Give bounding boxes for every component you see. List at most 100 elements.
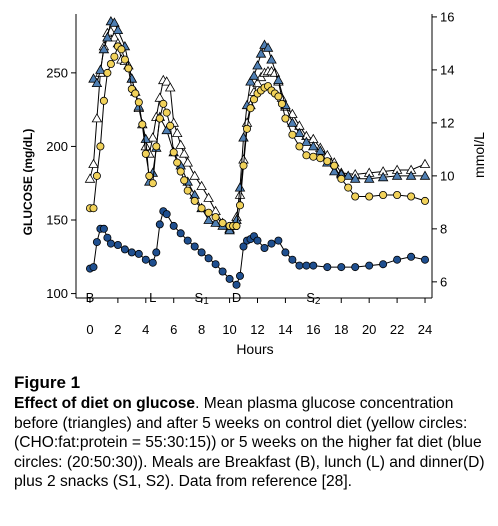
figure-label: Figure 1 (14, 373, 81, 392)
x-tick-label: 12 (250, 322, 264, 337)
meal-marker: L (149, 290, 156, 305)
x-tick-label: 20 (362, 322, 376, 337)
data-point-circle (197, 204, 206, 213)
data-point-triangle (273, 74, 284, 85)
y2-tick-label: 16 (440, 9, 454, 24)
data-point-circle (211, 213, 220, 222)
x-tick-label: 22 (390, 322, 404, 337)
data-point-triangle (178, 148, 190, 158)
data-point-circle (96, 142, 105, 151)
x-tick-label: 16 (306, 322, 320, 337)
data-point-circle (103, 233, 112, 242)
data-point-circle (225, 274, 234, 283)
data-point-circle (242, 124, 251, 133)
data-point-circle (183, 186, 192, 195)
data-point-circle (152, 142, 161, 151)
y2-axis-label: mmol/L (471, 132, 487, 178)
data-point-circle (239, 242, 248, 251)
data-point-circle (218, 218, 227, 227)
meal-marker: S1 (195, 290, 210, 307)
data-point-triangle (161, 124, 172, 135)
data-point-circle (155, 220, 164, 229)
data-point-circle (309, 261, 318, 270)
data-point-triangle (301, 136, 312, 146)
data-point-triangle (196, 180, 207, 191)
y2-tick-label: 10 (440, 168, 454, 183)
data-point-circle (249, 95, 258, 104)
data-point-triangle (91, 113, 103, 123)
data-point-circle (393, 255, 402, 264)
data-point-circle (288, 255, 297, 264)
data-point-triangle (245, 76, 256, 86)
data-point-circle (295, 261, 304, 270)
caption-text: Effect of diet on glucose. Mean plasma g… (14, 394, 492, 492)
data-point-triangle (419, 158, 431, 168)
data-point-circle (106, 60, 115, 69)
data-point-circle (92, 171, 101, 180)
x-tick-label: 24 (418, 322, 432, 337)
series-line (90, 45, 426, 227)
data-point-triangle (419, 170, 431, 180)
data-point-circle (379, 190, 388, 199)
data-point-circle (103, 68, 112, 77)
data-point-triangle (308, 140, 319, 151)
data-point-triangle (109, 17, 120, 27)
data-point-triangle (266, 54, 277, 64)
data-point-circle (113, 240, 122, 249)
data-point-triangle (98, 43, 110, 54)
x-tick-label: 6 (170, 322, 177, 337)
x-tick-label: 14 (278, 322, 292, 337)
data-point-circle (169, 221, 178, 230)
data-point-circle (148, 258, 157, 267)
series-line (89, 210, 426, 286)
data-point-triangle (203, 192, 214, 202)
data-point-circle (204, 254, 213, 263)
data-point-circle (159, 99, 168, 108)
data-point-circle (316, 154, 325, 163)
x-tick-label: 18 (334, 322, 348, 337)
data-point-triangle (126, 73, 138, 83)
y2-tick-label: 14 (440, 62, 454, 77)
data-point-triangle (269, 67, 281, 77)
data-point-triangle (294, 127, 305, 138)
data-point-circle (235, 201, 244, 210)
data-point-circle (232, 280, 241, 289)
data-point-triangle (262, 42, 274, 52)
glucose-chart: 0 2 4 6 8 10 12 14 16 18 20 22 241001502002506810121… (21, 9, 487, 357)
data-point-circle (89, 204, 98, 213)
data-point-triangle (171, 127, 183, 138)
data-point-circle (337, 174, 346, 183)
figure-caption: Figure 1 Effect of diet on glucose. Mean… (14, 372, 492, 492)
data-point-circle (180, 176, 189, 185)
data-point-circle (330, 161, 339, 170)
x-tick-label: 0 (86, 322, 93, 337)
data-point-triangle (164, 82, 176, 92)
y-tick-label: 150 (46, 213, 68, 228)
caption-title: Effect of diet on glucose (14, 395, 196, 412)
data-point-circle (281, 248, 290, 257)
data-point-circle (337, 263, 346, 272)
data-point-triangle (109, 32, 120, 42)
data-point-circle (134, 249, 143, 258)
data-point-triangle (342, 170, 354, 180)
data-point-triangle (210, 217, 221, 227)
data-point-circle (110, 52, 119, 61)
data-point-circle (148, 179, 157, 188)
data-point-circle (351, 263, 360, 272)
data-point-circle (124, 64, 133, 73)
data-point-triangle (287, 117, 298, 127)
data-point-circle (176, 167, 185, 176)
y2-tick-label: 6 (440, 274, 447, 289)
data-point-triangle (252, 60, 263, 70)
data-point-circle (138, 120, 147, 129)
data-point-circle (131, 89, 140, 98)
data-point-triangle (182, 157, 193, 167)
data-point-triangle (140, 133, 152, 143)
data-point-circle (218, 267, 227, 276)
data-point-circle (407, 192, 416, 201)
data-point-circle (106, 239, 115, 248)
meal-marker: B (86, 290, 95, 305)
data-point-circle (190, 242, 199, 251)
data-point-triangle (203, 214, 214, 224)
data-point-circle (173, 158, 182, 167)
